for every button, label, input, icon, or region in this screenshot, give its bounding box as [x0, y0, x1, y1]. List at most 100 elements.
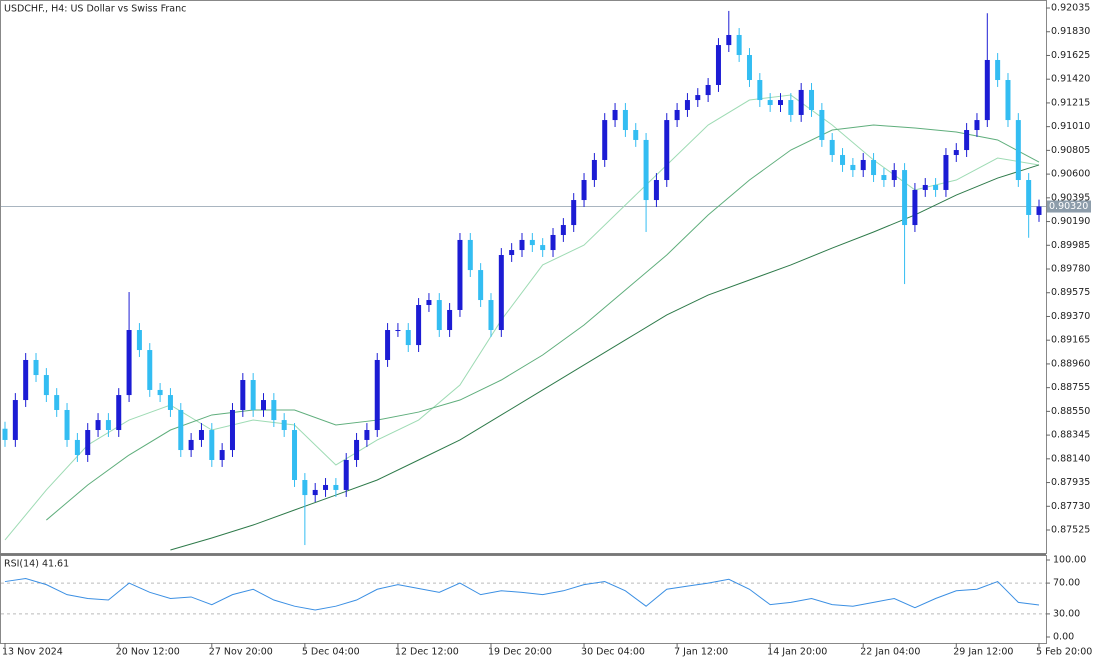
y-tick-label: 0.89575	[1051, 287, 1090, 298]
candle-body	[54, 395, 60, 410]
candle-body	[364, 430, 370, 440]
candle-body	[581, 180, 587, 201]
candle-body	[509, 250, 515, 256]
candle-body	[829, 139, 835, 156]
moving-average	[4, 94, 1040, 541]
y-tick-label: 0.88960	[1051, 358, 1090, 369]
candle-body	[261, 400, 266, 410]
y-tick-label: 0.90190	[1051, 216, 1090, 227]
x-tick-label: 12 Dec 12:00	[395, 647, 459, 658]
candle-body	[995, 59, 1001, 81]
y-tick-label: 0.89780	[1051, 264, 1090, 275]
candle-body	[798, 89, 804, 115]
current-price-box	[1047, 200, 1091, 213]
rsi-label: RSI(14) 41.61	[4, 559, 69, 570]
candle-body	[819, 109, 825, 140]
candle-body	[684, 100, 690, 110]
candle-body	[674, 109, 680, 121]
candle-body	[498, 255, 504, 331]
candle-body	[933, 184, 939, 190]
candle-body	[653, 180, 659, 201]
candle-body	[157, 389, 163, 396]
y-tick-label: 0.91625	[1051, 50, 1090, 61]
candle-body	[757, 80, 763, 101]
candle-body	[126, 330, 132, 396]
y-tick-label: 0.89985	[1051, 240, 1090, 251]
candle-body	[219, 450, 225, 460]
candle-body	[891, 170, 897, 181]
candle-body	[447, 309, 453, 331]
y-tick-label: 0.92035	[1051, 3, 1090, 14]
candle-body	[788, 100, 794, 115]
candle-body	[478, 270, 484, 301]
y-tick-label: 0.90395	[1051, 192, 1090, 203]
candle-body	[333, 484, 339, 490]
x-tick-label: 22 Jan 04:00	[860, 647, 920, 658]
x-tick-label: 30 Dec 04:00	[581, 647, 645, 658]
candle-body	[984, 59, 990, 121]
candle-body	[902, 170, 908, 226]
candle-body	[622, 109, 628, 131]
candle-body	[550, 234, 556, 251]
candle-body	[395, 330, 401, 332]
candle-body	[746, 55, 752, 81]
rsi-tick-label: 100.00	[1053, 555, 1086, 566]
y-tick-label: 0.88140	[1051, 453, 1090, 464]
candle-body	[105, 420, 111, 431]
candle-body	[705, 84, 711, 96]
candle-body	[1026, 180, 1032, 215]
candle-body	[343, 459, 349, 490]
candle-body	[643, 139, 649, 201]
y-tick-label: 0.91010	[1051, 121, 1090, 132]
y-tick-label: 0.91830	[1051, 26, 1090, 37]
candle-body	[178, 409, 184, 451]
x-tick-label: 7 Jan 12:00	[674, 647, 728, 658]
current-price-label: 0.90320	[1049, 201, 1088, 212]
candle-body	[271, 400, 277, 421]
candle-body	[416, 305, 422, 346]
candle-body	[467, 239, 473, 271]
candle-body	[964, 130, 970, 151]
candle-body	[1015, 120, 1021, 181]
candle-body	[250, 380, 256, 410]
candle-body	[726, 34, 732, 46]
y-tick-label: 0.90805	[1051, 145, 1090, 156]
candle-body	[943, 155, 949, 190]
candle-body	[229, 409, 235, 451]
candle-body	[540, 245, 546, 251]
rsi-line	[4, 577, 1040, 611]
candle-body	[519, 239, 525, 251]
candle-body	[591, 159, 597, 181]
candle-body	[457, 239, 463, 310]
y-tick-label: 0.89165	[1051, 335, 1090, 346]
candle-body	[188, 439, 194, 451]
candle-body	[488, 300, 494, 331]
candle-body	[354, 439, 360, 460]
candle-body	[436, 300, 442, 331]
y-tick-label: 0.87935	[1051, 477, 1090, 488]
candle-body	[1005, 80, 1011, 121]
candle-body	[715, 45, 721, 85]
x-tick-label: 5 Dec 04:00	[302, 647, 360, 658]
moving-average	[46, 124, 1040, 521]
candle-body	[860, 159, 866, 171]
rsi-tick-label: 70.00	[1053, 578, 1080, 589]
candle-body	[695, 95, 701, 101]
candle-body	[633, 130, 639, 140]
candle-body	[953, 150, 959, 156]
candle-body	[23, 359, 29, 401]
candle-body	[281, 420, 287, 431]
y-tick-label: 0.88550	[1051, 406, 1090, 417]
chart-title: USDCHF., H4: US Dollar vs Swiss Franc	[4, 4, 186, 15]
y-tick-label: 0.88345	[1051, 430, 1090, 441]
candle-body	[809, 89, 815, 110]
candle-body	[43, 375, 49, 396]
candle-body	[302, 480, 308, 496]
x-tick-label: 5 Feb 20:00	[1036, 647, 1092, 658]
candle-body	[840, 155, 846, 165]
y-tick-label: 0.89370	[1051, 311, 1090, 322]
y-tick-label: 0.91215	[1051, 97, 1090, 108]
candle-body	[664, 120, 670, 181]
candle-body	[1036, 206, 1042, 215]
